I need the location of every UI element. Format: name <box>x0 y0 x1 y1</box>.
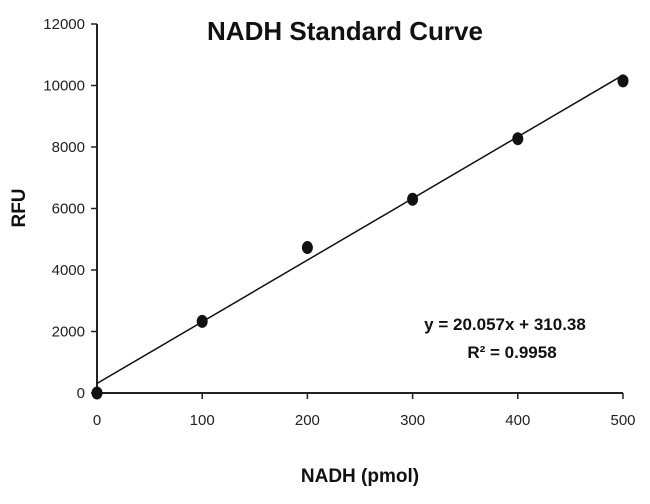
y-tick-label: 0 <box>77 385 85 402</box>
x-tick-label: 0 <box>93 412 101 429</box>
y-tick-label: 6000 <box>52 201 85 218</box>
x-tick-label: 200 <box>295 412 320 429</box>
data-point <box>407 192 419 206</box>
x-tick-label: 400 <box>505 412 530 429</box>
x-tick-label: 100 <box>190 412 215 429</box>
tick-marks: 0 2000 4000 6000 8000 10000 12000 0 100 200 300 400… <box>43 16 635 429</box>
trendline <box>96 74 624 385</box>
chart-title: NADH Standard Curve <box>207 16 483 46</box>
x-tick-label: 500 <box>610 412 635 429</box>
data-point <box>617 74 629 88</box>
r-squared-label: R² = 0.9958 <box>467 343 556 362</box>
x-tick-label: 300 <box>400 412 425 429</box>
data-point <box>301 241 313 255</box>
y-tick-label: 8000 <box>52 139 85 156</box>
trendline-group <box>96 74 624 385</box>
trendline-equation: y = 20.057x + 310.38 <box>424 315 586 334</box>
data-point <box>91 386 103 400</box>
y-tick-label: 4000 <box>52 262 85 279</box>
y-tick-label: 12000 <box>43 16 85 33</box>
y-axis-label: RFU <box>9 188 30 227</box>
y-tick-label: 10000 <box>43 78 85 95</box>
y-tick-label: 2000 <box>52 324 85 341</box>
data-point <box>512 132 524 146</box>
data-point <box>196 314 208 328</box>
data-points <box>91 74 629 400</box>
x-axis-label: NADH (pmol) <box>301 466 419 487</box>
